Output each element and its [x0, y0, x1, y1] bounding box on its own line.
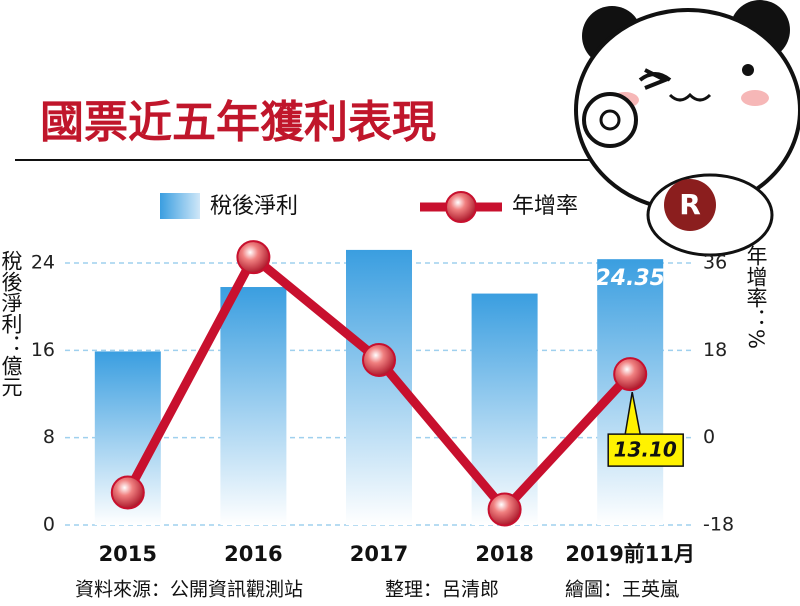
y2-axis-label: 年增率：% [744, 245, 768, 349]
y2-tick-label: -18 [703, 514, 734, 536]
badge: R [679, 188, 701, 221]
x-tick-label: 2019前11月 [565, 542, 695, 566]
x-tick-label: 2018 [475, 542, 533, 566]
bar-value-label: 24.35 [595, 266, 665, 291]
line-marker [362, 343, 396, 378]
y2-tick-label: 0 [703, 426, 715, 448]
y2-tick-label: 36 [703, 252, 727, 274]
legend-marker [445, 191, 477, 223]
y2-tick-label: 18 [703, 339, 727, 361]
line-marker [110, 475, 145, 510]
bar [220, 287, 287, 525]
line-marker [236, 240, 271, 275]
source: 資料來源：公開資訊觀測站 [75, 579, 303, 601]
x-tick-label: 2017 [350, 542, 408, 566]
y-tick-label: 8 [43, 426, 55, 448]
legend-label: 稅後淨利 [210, 194, 298, 219]
x-tick-label: 2015 [99, 542, 157, 566]
illustrator: 繪圖：王英嵐 [565, 579, 679, 601]
callout-box [607, 391, 684, 467]
y-tick-label: 24 [31, 252, 55, 274]
x-tick-label: 2016 [224, 542, 282, 566]
legend-label: 年增率 [512, 194, 578, 219]
y-tick-label: 16 [31, 339, 55, 361]
editor: 整理：呂清郎 [385, 579, 499, 601]
line-marker [613, 357, 648, 392]
line-value-label: 13.10 [614, 438, 677, 462]
title: 國票近五年獲利表現 [40, 97, 436, 148]
y-tick-label: 0 [43, 514, 55, 536]
panda-illustration [574, 0, 800, 257]
bar [597, 259, 664, 525]
legend-swatch [160, 193, 200, 219]
y-axis-label: 稅後淨利：億元 [0, 250, 23, 397]
line-marker [487, 492, 522, 527]
